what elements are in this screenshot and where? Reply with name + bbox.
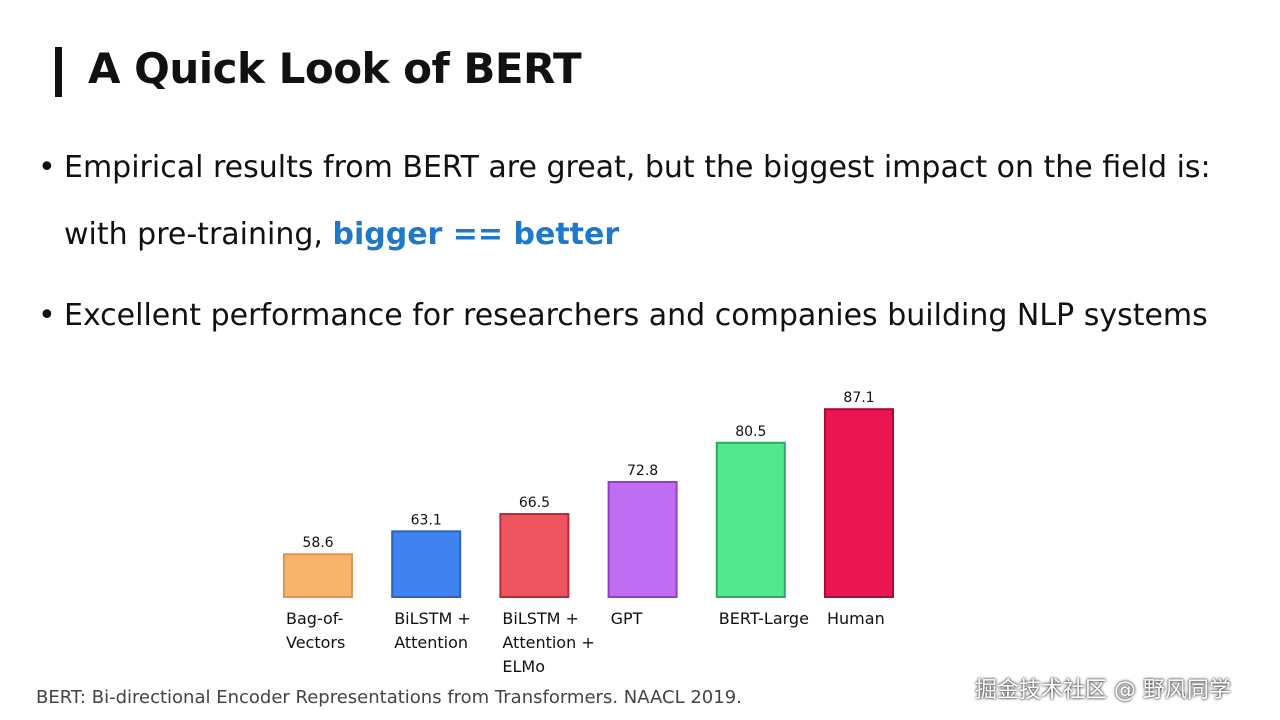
- data-label-1: 63.1: [411, 512, 442, 528]
- bar-5: [824, 408, 894, 598]
- data-label-3: 72.8: [627, 463, 658, 479]
- category-label-0: Vectors: [286, 633, 345, 652]
- bullet-dot: •: [38, 298, 56, 333]
- bullet-1-line2: with pre-training, bigger == better: [64, 217, 619, 252]
- category-label-4: BERT-Large: [719, 609, 809, 628]
- category-label-2: Attention +: [502, 633, 594, 652]
- data-label-4: 80.5: [735, 424, 766, 440]
- bullet-1-line2-prefix: with pre-training,: [64, 217, 333, 252]
- category-label-5: Human: [827, 609, 885, 628]
- slide-title: A Quick Look of BERT: [88, 44, 582, 93]
- bullet-2-text: Excellent performance for researchers an…: [64, 298, 1208, 333]
- bar-1: [391, 530, 462, 598]
- bar-2: [499, 513, 570, 599]
- bullet-1-text: Empirical results from BERT are great, b…: [64, 150, 1211, 185]
- category-label-2: BiLSTM +: [502, 609, 579, 628]
- category-label-1: Attention: [394, 633, 468, 652]
- category-label-0: Bag-of-: [286, 609, 343, 628]
- category-label-2: ELMo: [502, 657, 545, 676]
- data-label-2: 66.5: [519, 495, 550, 511]
- footnote: BERT: Bi-directional Encoder Representat…: [36, 687, 742, 708]
- watermark: 掘金技术社区 @ 野风同学: [975, 678, 1231, 703]
- bar-3: [607, 480, 678, 598]
- bullet-dot: •: [38, 150, 56, 185]
- title-accent-bar: [55, 47, 62, 97]
- data-label-5: 87.1: [843, 390, 874, 406]
- data-label-0: 58.6: [302, 535, 333, 551]
- bar-0: [283, 553, 353, 599]
- category-label-3: GPT: [611, 609, 643, 628]
- category-label-1: BiLSTM +: [394, 609, 471, 628]
- bullet-1-highlight: bigger == better: [332, 217, 620, 252]
- bar-4: [715, 441, 786, 599]
